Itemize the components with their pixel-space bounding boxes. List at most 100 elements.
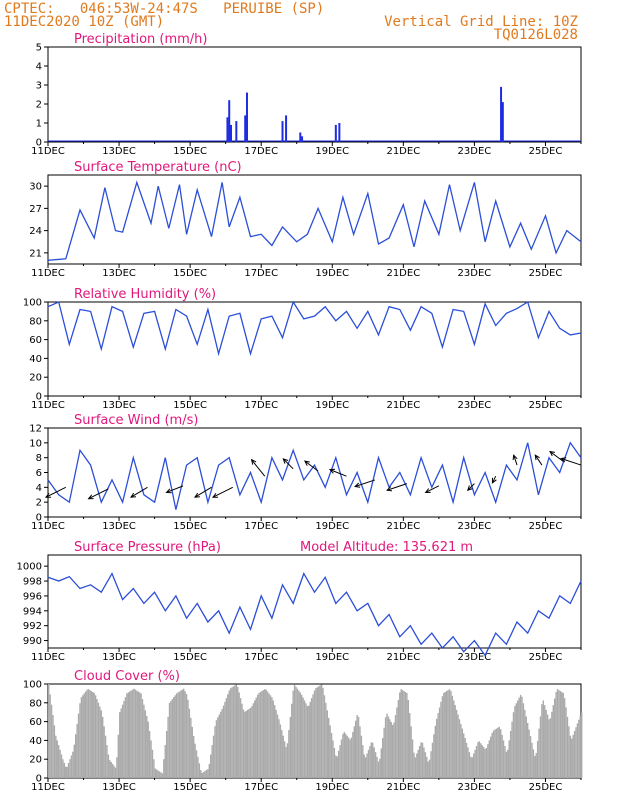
cloud-bar xyxy=(197,756,199,778)
cloud-bar xyxy=(362,745,364,778)
cloud-bar xyxy=(158,771,161,778)
cloud-bar xyxy=(55,735,57,778)
cloud-bar xyxy=(212,735,215,778)
precip-bar xyxy=(338,123,341,142)
cloud-bar xyxy=(87,689,90,778)
cloud-bar xyxy=(430,751,432,778)
panel-title: Surface Pressure (hPa) xyxy=(74,540,221,555)
x-tick-label: 17DEC xyxy=(244,268,278,279)
precip-bar xyxy=(235,121,238,142)
cloud-bar xyxy=(190,717,192,778)
cloud-bar xyxy=(393,722,395,778)
wind-vector xyxy=(130,486,148,498)
cloud-bar xyxy=(83,693,85,778)
cloud-bar xyxy=(433,734,435,778)
cloud-bar xyxy=(323,695,326,778)
cloud-bar xyxy=(561,691,563,778)
cloud-bar xyxy=(420,742,422,778)
cloud-bar xyxy=(512,712,515,778)
cloud-bar xyxy=(556,689,559,778)
x-tick-label: 19DEC xyxy=(315,652,349,663)
cloud-bar xyxy=(124,697,127,778)
cloud-bar xyxy=(188,708,191,778)
cloud-bar xyxy=(504,746,506,778)
cloud-bar xyxy=(481,745,483,778)
y-tick-label: 80 xyxy=(29,316,42,327)
cloud-bar xyxy=(281,730,283,778)
cloud-bar xyxy=(218,714,220,778)
cloud-bar xyxy=(441,696,444,778)
cloud-bar xyxy=(239,698,242,778)
y-tick-label: 40 xyxy=(29,736,42,747)
cloud-bar xyxy=(514,706,516,778)
cloud-bar xyxy=(463,733,465,778)
cloud-bar xyxy=(472,753,475,778)
cloud-bar xyxy=(477,742,479,778)
cloud-bar xyxy=(210,754,212,778)
cloud-bar xyxy=(237,686,239,778)
wind-vector xyxy=(304,460,319,472)
header-code: TQ0126L028 xyxy=(493,27,578,43)
cloud-bar xyxy=(360,735,363,778)
precip-bar xyxy=(244,115,247,142)
cloud-bar xyxy=(526,723,529,778)
precip-bar xyxy=(229,124,232,142)
cloud-bar xyxy=(332,740,334,778)
cloud-bar xyxy=(133,688,135,778)
wind-vector-head xyxy=(130,492,137,498)
cloud-bar xyxy=(160,772,162,778)
cloud-bar xyxy=(62,759,64,778)
header-location: CPTEC: 046:53W-24:47S PERUIBE (SP) xyxy=(4,1,325,17)
precip-bar xyxy=(245,92,248,142)
precip-bar xyxy=(334,124,337,142)
cloud-bar xyxy=(295,686,297,778)
cloud-bar xyxy=(175,693,178,778)
cloud-bar xyxy=(485,747,488,778)
cloud-bar xyxy=(288,730,290,778)
panel-frame xyxy=(47,174,582,265)
cloud-bar xyxy=(70,755,73,778)
cloud-bar xyxy=(286,743,289,778)
cloud-bar xyxy=(558,690,560,778)
cloud-bar xyxy=(241,703,243,778)
cloud-bar xyxy=(397,699,400,778)
x-tick-label: 23DEC xyxy=(458,782,492,793)
wind-vector xyxy=(329,469,347,477)
wind-vector xyxy=(549,451,564,462)
x-tick-label: 13DEC xyxy=(102,268,136,279)
y-tick-label: 1000 xyxy=(17,562,42,573)
cloud-bar xyxy=(100,710,102,778)
cloud-bar xyxy=(387,716,390,778)
cloud-bar xyxy=(374,752,377,778)
x-tick-label: 25DEC xyxy=(529,652,563,663)
cloud-bar xyxy=(315,688,317,778)
cloud-bar xyxy=(511,721,513,778)
cloud-bar xyxy=(534,755,536,778)
wind-vector-head xyxy=(194,492,200,498)
panel-frame xyxy=(47,301,582,397)
x-tick-label: 25DEC xyxy=(529,521,563,532)
cloud-bar xyxy=(264,689,266,778)
wind-vector-head xyxy=(282,458,289,464)
y-tick-label: 80 xyxy=(29,698,42,709)
cloud-bar xyxy=(244,711,246,778)
panel-4: Surface Pressure (hPa) Model Altitude: 13… xyxy=(17,540,582,663)
cloud-bar xyxy=(329,725,331,778)
cloud-bar xyxy=(445,691,448,778)
cloud-bar xyxy=(575,727,577,778)
panel-title: Cloud Cover (%) xyxy=(74,669,180,684)
series-line xyxy=(47,300,582,357)
y-tick-label: 40 xyxy=(29,354,42,365)
cloud-bar xyxy=(532,749,535,778)
cloud-bar xyxy=(455,709,458,778)
x-tick-label: 23DEC xyxy=(458,146,492,157)
cloud-bar xyxy=(460,723,462,778)
cloud-bar xyxy=(49,694,51,778)
cloud-bar xyxy=(174,695,176,778)
wind-vector xyxy=(491,475,497,484)
cloud-bar xyxy=(579,715,581,778)
cloud-bar xyxy=(552,705,554,778)
cloud-bar xyxy=(461,728,464,778)
wind-vector-head xyxy=(491,477,497,484)
cloud-bar xyxy=(170,700,172,778)
